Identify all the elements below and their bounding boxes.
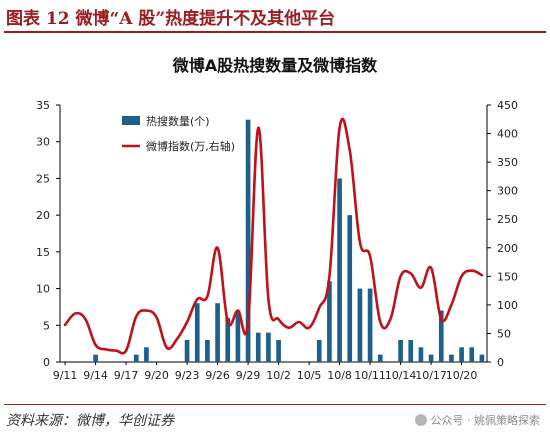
figure-title: 图表 12 微博“A 股”热度提升不及其他平台 (6, 9, 336, 29)
legend-bar-swatch (122, 116, 140, 125)
x-tick-label: 9/23 (175, 369, 200, 382)
bar (235, 310, 241, 362)
watermark-text: 公众号 · 姚佩策略探索 (430, 414, 541, 427)
right-y-tick-label: 150 (497, 270, 518, 283)
bar (276, 339, 281, 362)
bar (469, 347, 475, 362)
bar (144, 347, 149, 362)
legend-bar-label: 热搜数量(个) (146, 114, 210, 128)
bar (327, 281, 332, 362)
header-divider (4, 31, 546, 33)
index-line (63, 117, 484, 355)
x-tick-label: 9/11 (53, 369, 78, 382)
bar (408, 339, 414, 362)
right-y-tick-label: 450 (497, 99, 518, 112)
left-y-tick-label: 35 (36, 99, 50, 112)
right-y-tick-label: 350 (497, 156, 518, 169)
bar (459, 347, 464, 362)
bar (398, 339, 403, 362)
bar (377, 354, 383, 362)
bar (479, 354, 485, 362)
x-tick-label: 9/26 (205, 369, 230, 382)
left-y-tick-label: 10 (36, 283, 50, 296)
wechat-icon (414, 414, 427, 426)
bar (347, 215, 353, 362)
bar (205, 339, 210, 362)
right-y-tick-label: 50 (497, 327, 511, 340)
figure-header: 图表 12 微博“A 股”热度提升不及其他平台 (0, 0, 550, 34)
right-y-tick-label: 400 (497, 128, 518, 141)
bar (418, 347, 424, 362)
right-y-tick-label: 300 (497, 185, 518, 198)
bar (367, 288, 373, 362)
bar (255, 332, 261, 362)
watermark: 公众号 · 姚佩策略探索 (414, 412, 541, 428)
left-y-tick-label: 20 (36, 209, 50, 222)
legend-line-label: 微博指数(万,右轴) (146, 139, 235, 153)
x-tick-label: 10/8 (327, 369, 352, 382)
source-note: 资料来源：微博，华创证券 (6, 413, 174, 429)
x-tick-label: 10/20 (446, 369, 478, 382)
left-y-tick-label: 5 (43, 319, 50, 332)
right-y-tick-label: 0 (497, 356, 504, 369)
bar (438, 310, 444, 362)
x-tick-label: 10/2 (266, 369, 291, 382)
x-tick-label: 9/14 (83, 369, 108, 382)
x-tick-label: 10/17 (415, 369, 447, 382)
bar (428, 354, 434, 362)
combo-chart: 0510152025303505010015020025030035040045… (36, 99, 518, 382)
bar (133, 354, 139, 362)
bar (337, 178, 342, 362)
left-y-tick-label: 15 (36, 246, 50, 259)
x-tick-label: 9/29 (236, 369, 261, 382)
right-y-tick-label: 250 (497, 213, 518, 226)
bar (316, 339, 322, 362)
footer-divider (4, 404, 546, 405)
figure-footer: 资料来源：微博，华创证券 公众号 · 姚佩策略探索 (0, 404, 550, 436)
bar (245, 119, 251, 362)
bar (93, 354, 98, 362)
bar (357, 288, 363, 362)
bar (184, 339, 190, 362)
left-y-tick-label: 25 (36, 172, 50, 185)
bar (225, 317, 231, 362)
right-y-tick-label: 200 (497, 242, 518, 255)
x-tick-label: 9/20 (144, 369, 169, 382)
x-tick-label: 10/5 (297, 369, 322, 382)
left-y-tick-label: 0 (43, 356, 50, 369)
chart-title: 微博A股热搜数量及微博指数 (172, 56, 378, 75)
bar (194, 303, 200, 362)
right-y-tick-label: 100 (497, 299, 518, 312)
x-tick-label: 9/17 (114, 369, 139, 382)
left-y-tick-label: 30 (36, 136, 50, 149)
bar (266, 332, 271, 362)
bar (449, 354, 454, 362)
x-tick-label: 10/11 (354, 369, 386, 382)
x-tick-label: 10/14 (385, 369, 417, 382)
bar (215, 303, 220, 362)
